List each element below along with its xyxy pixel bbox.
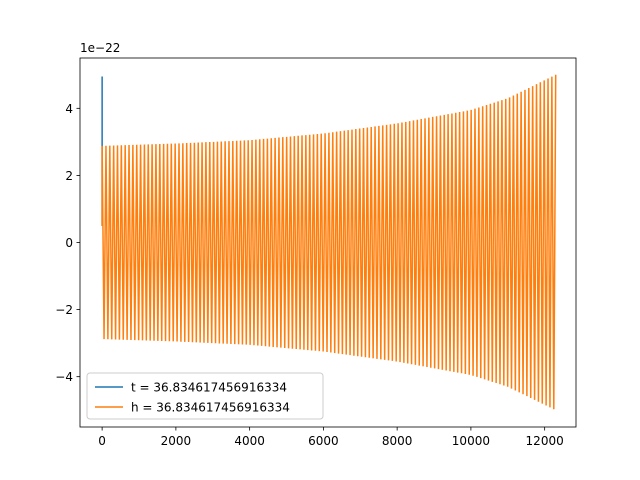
plot-area bbox=[101, 74, 557, 410]
y-tick-label: 4 bbox=[65, 102, 73, 116]
y-tick-label: −4 bbox=[55, 370, 73, 384]
x-tick-label: 12000 bbox=[526, 434, 564, 448]
y-offset-label: 1e−22 bbox=[80, 41, 120, 55]
x-tick-label: 6000 bbox=[308, 434, 339, 448]
legend: t = 36.834617456916334 h = 36.83461745691… bbox=[86, 372, 324, 420]
axes: 0 2000 4000 6000 8000 10000 12000 −4 −2 0 2 4 bbox=[55, 57, 577, 448]
x-tick-label: 10000 bbox=[452, 434, 490, 448]
x-tick-label: 0 bbox=[98, 434, 106, 448]
series-line-2 bbox=[101, 74, 557, 410]
x-tick-label: 4000 bbox=[234, 434, 265, 448]
y-tick-label: −2 bbox=[55, 303, 73, 317]
y-tick-label: 0 bbox=[65, 236, 73, 250]
legend-label: h = 36.834617456916334 bbox=[131, 401, 290, 415]
x-tick-label: 8000 bbox=[382, 434, 413, 448]
legend-label: t = 36.834617456916334 bbox=[131, 381, 287, 395]
legend-box bbox=[86, 372, 324, 420]
x-tick-label: 2000 bbox=[161, 434, 192, 448]
y-tick-label: 2 bbox=[65, 169, 73, 183]
